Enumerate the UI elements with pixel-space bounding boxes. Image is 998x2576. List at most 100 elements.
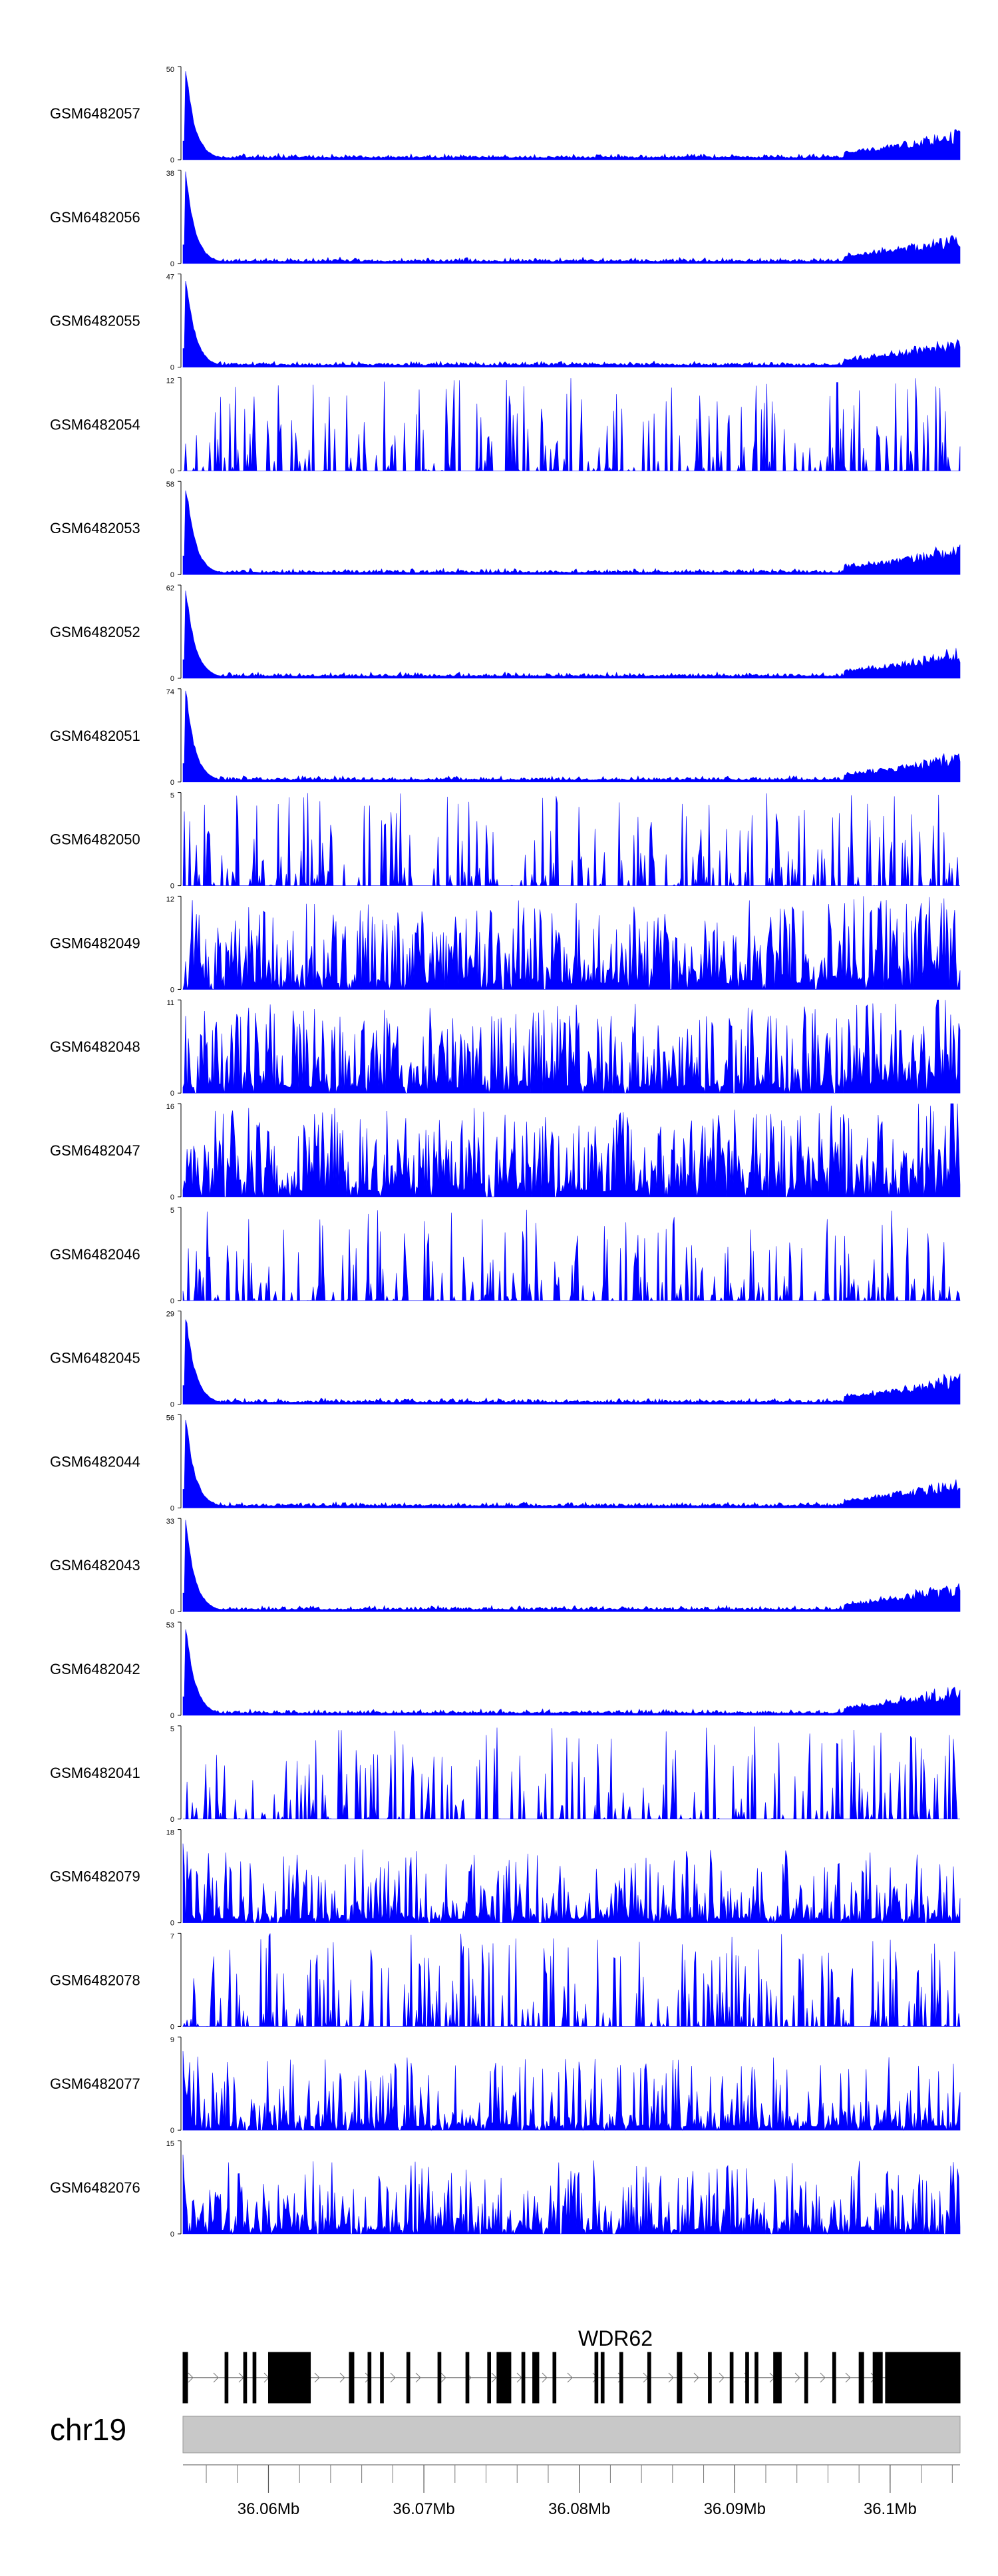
track-sample-label: GSM6482052 xyxy=(50,624,140,640)
coverage-track: GSM6482077 9 0 xyxy=(50,2036,961,2135)
track-sample-label: GSM6482053 xyxy=(50,520,140,537)
track-ymin-label: 0 xyxy=(170,675,174,683)
track-sample-label: GSM6482041 xyxy=(50,1765,140,1781)
coverage-area xyxy=(183,378,961,472)
coverage-area xyxy=(182,1933,961,2028)
track-ymin-label: 0 xyxy=(170,1816,174,1824)
coverage-area xyxy=(182,490,961,575)
coverage-track: GSM6482041 5 0 xyxy=(50,1725,960,1824)
chromosome-ideogram xyxy=(182,2416,961,2454)
track-ymax-label: 5 xyxy=(170,1725,174,1733)
coverage-area xyxy=(182,590,961,679)
track-ymax-label: 62 xyxy=(166,584,174,592)
axis-tick-label: 36.08Mb xyxy=(548,2500,610,2518)
track-ymin-label: 0 xyxy=(170,1193,174,1201)
exon-block xyxy=(406,2352,411,2404)
exon-block xyxy=(182,2352,188,2404)
genome-axis-track: chr19 36.06Mb 36.07Mb 36.08Mb 36.09Mb 36.1Mb xyxy=(50,2412,961,2518)
coverage-track: GSM6482053 58 0 xyxy=(50,481,961,579)
exon-block xyxy=(224,2352,229,2404)
coverage-track: GSM6482045 29 0 xyxy=(50,1311,961,1409)
track-sample-label: GSM6482047 xyxy=(50,1142,140,1159)
coverage-track: GSM6482055 47 0 xyxy=(50,274,961,372)
track-ymax-label: 12 xyxy=(166,377,174,385)
track-ymax-label: 38 xyxy=(166,170,174,178)
coverage-area xyxy=(182,71,961,160)
track-ymax-label: 7 xyxy=(170,1932,174,1940)
coverage-track: GSM6482048 11 0 xyxy=(50,999,961,1098)
track-ymin-label: 0 xyxy=(170,571,174,579)
track-ymin-label: 0 xyxy=(170,364,174,372)
exon-block xyxy=(804,2352,808,2404)
track-sample-label: GSM6482054 xyxy=(50,416,140,433)
strand-arrow xyxy=(567,2372,573,2383)
exon-block xyxy=(647,2352,651,2404)
track-ymin-label: 0 xyxy=(170,2127,174,2135)
strand-arrow xyxy=(314,2372,320,2383)
coverage-area xyxy=(182,2051,961,2131)
gene-name-label: WDR62 xyxy=(578,2326,653,2350)
track-sample-label: GSM6482077 xyxy=(50,2075,140,2092)
coverage-track: GSM6482078 7 0 xyxy=(50,1932,961,2031)
strand-arrow xyxy=(390,2372,396,2383)
coverage-area xyxy=(182,1103,961,1197)
coverage-track: GSM6482079 18 0 xyxy=(50,1829,961,1928)
track-ymax-label: 11 xyxy=(167,999,174,1007)
exon-block xyxy=(437,2352,442,2404)
track-sample-label: GSM6482049 xyxy=(50,935,140,951)
coverage-area xyxy=(182,1520,961,1612)
coverage-area xyxy=(182,896,961,990)
coverage-area xyxy=(182,690,961,783)
coverage-area xyxy=(182,999,961,1094)
track-ymin-label: 0 xyxy=(170,1401,174,1409)
exon-block xyxy=(619,2352,623,2404)
coverage-area xyxy=(182,1319,961,1404)
coverage-area xyxy=(182,2154,961,2235)
track-ymax-label: 15 xyxy=(166,2140,174,2148)
strand-arrow xyxy=(668,2372,674,2383)
coverage-track: GSM6482050 5 0 xyxy=(50,792,960,891)
exon-block xyxy=(708,2352,712,2404)
exon-block xyxy=(754,2352,758,2404)
coverage-track: GSM6482042 53 0 xyxy=(50,1621,961,1720)
exon-block xyxy=(349,2352,355,2404)
track-ymin-label: 0 xyxy=(170,1090,174,1098)
track-sample-label: GSM6482043 xyxy=(50,1557,140,1574)
track-sample-label: GSM6482055 xyxy=(50,313,140,329)
coverage-area xyxy=(182,1843,961,1924)
track-ymax-label: 5 xyxy=(170,792,174,800)
exon-block xyxy=(773,2352,782,2404)
exon-block xyxy=(858,2352,864,2404)
strand-arrow xyxy=(542,2372,548,2383)
strand-arrow xyxy=(794,2372,800,2383)
exon-block xyxy=(885,2352,961,2404)
exon-block xyxy=(465,2352,470,2404)
strand-arrow xyxy=(339,2372,345,2383)
track-ymin-label: 0 xyxy=(170,467,174,475)
exon-block xyxy=(487,2352,492,2404)
track-ymax-label: 47 xyxy=(166,274,174,282)
exon-block xyxy=(367,2352,372,2404)
strand-arrow xyxy=(719,2372,725,2383)
exon-block xyxy=(594,2352,599,2404)
coverage-track: GSM6482043 33 0 xyxy=(50,1518,961,1616)
track-ymax-label: 58 xyxy=(166,481,174,489)
track-sample-label: GSM6482042 xyxy=(50,1661,140,1677)
coverage-area xyxy=(182,1209,961,1301)
exon-block xyxy=(521,2352,526,2404)
axis-tick-label: 36.07Mb xyxy=(393,2500,454,2518)
axis-tick-label: 36.06Mb xyxy=(238,2500,299,2518)
track-ymin-label: 0 xyxy=(170,2023,174,2031)
exon-block xyxy=(243,2352,248,2404)
coverage-area xyxy=(182,1629,961,1716)
track-ymin-label: 0 xyxy=(170,1297,174,1305)
track-ymin-label: 0 xyxy=(170,1920,174,1928)
exon-block xyxy=(252,2352,257,2404)
exon-block xyxy=(872,2352,883,2404)
track-ymax-label: 9 xyxy=(170,2036,174,2044)
track-ymin-label: 0 xyxy=(170,156,174,164)
exon-block xyxy=(552,2352,557,2404)
strand-arrow xyxy=(693,2372,699,2383)
coverage-track: GSM6482047 16 0 xyxy=(50,1103,961,1201)
